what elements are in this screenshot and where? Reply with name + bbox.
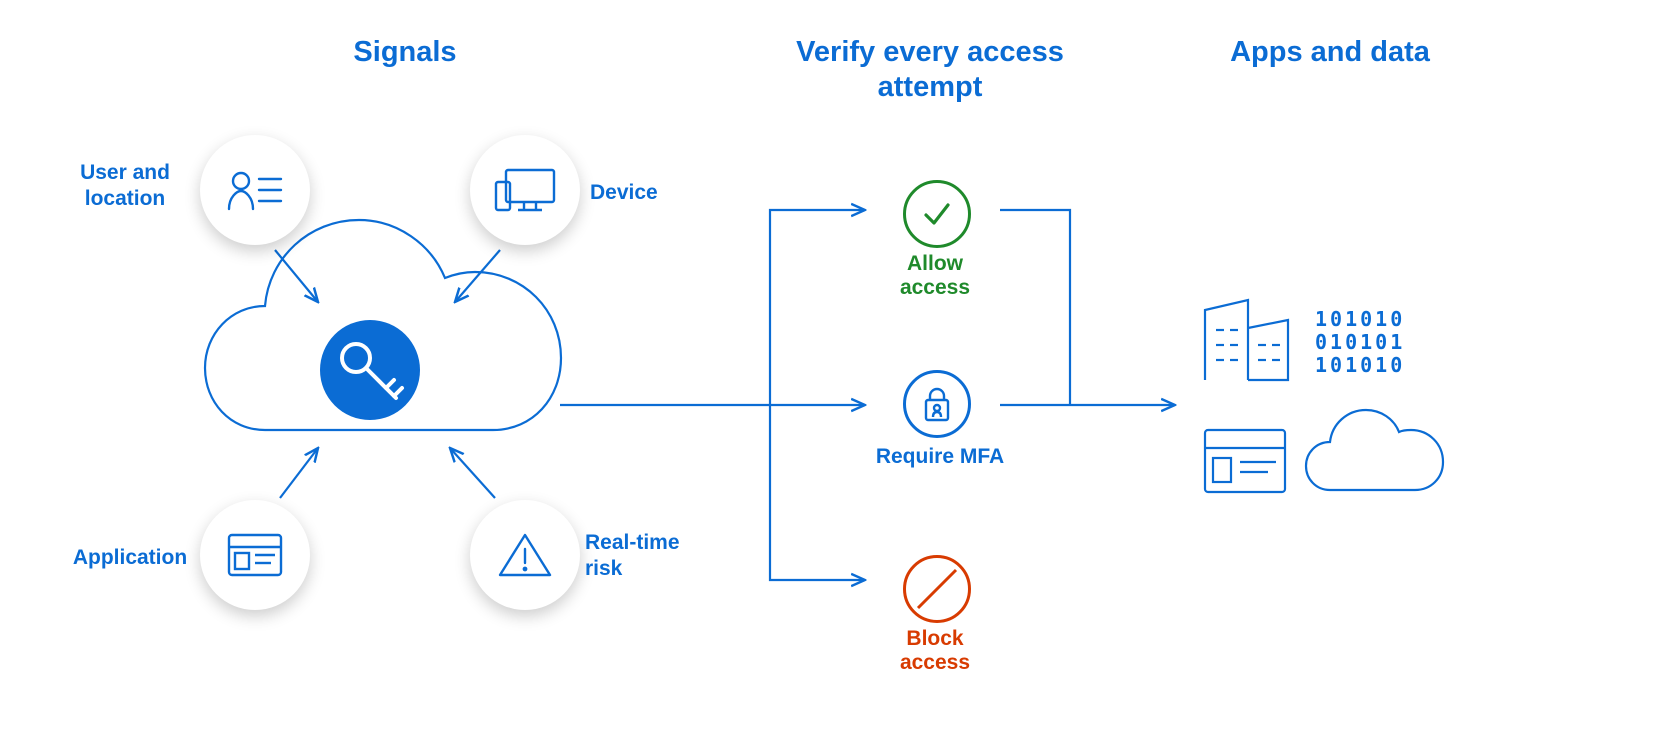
window-icon-apps: [1205, 430, 1285, 492]
arrow-app-to-cloud: [280, 448, 318, 498]
connector-layer: [0, 0, 1658, 747]
arrow-device-to-cloud: [455, 250, 500, 302]
check-icon: [920, 197, 954, 231]
branch-top: [770, 210, 865, 405]
binary-icon: 101010 010101 101010: [1315, 308, 1405, 377]
label-allow: Allow access: [870, 252, 1000, 300]
label-mfa: Require MFA: [875, 445, 1005, 469]
signal-device-circle: [470, 135, 580, 245]
label-device: Device: [590, 180, 690, 206]
signal-app-circle: [200, 500, 310, 610]
outcome-block-circle: [903, 555, 971, 623]
branch-bottom: [770, 405, 865, 580]
warning-icon: [496, 529, 554, 581]
merge-top: [1000, 210, 1070, 405]
signal-risk-circle: [470, 500, 580, 610]
diagram-canvas: Signals Verify every access attempt Apps…: [0, 0, 1658, 747]
user-list-icon: [225, 165, 285, 215]
arrow-risk-to-cloud: [450, 448, 495, 498]
label-user: User and location: [60, 160, 190, 213]
building-icon: [1205, 300, 1288, 380]
outcome-allow-circle: [903, 180, 971, 248]
window-icon: [225, 531, 285, 579]
label-app: Application: [65, 545, 195, 571]
label-risk: Real-time risk: [585, 530, 705, 583]
monitor-icon: [492, 164, 558, 216]
cloud-icon-apps: [1306, 410, 1443, 490]
lock-user-icon: [921, 385, 953, 423]
signal-user-circle: [200, 135, 310, 245]
label-block: Block access: [870, 627, 1000, 675]
block-icon: [906, 558, 968, 620]
arrow-user-to-cloud: [275, 250, 318, 302]
outcome-mfa-circle: [903, 370, 971, 438]
